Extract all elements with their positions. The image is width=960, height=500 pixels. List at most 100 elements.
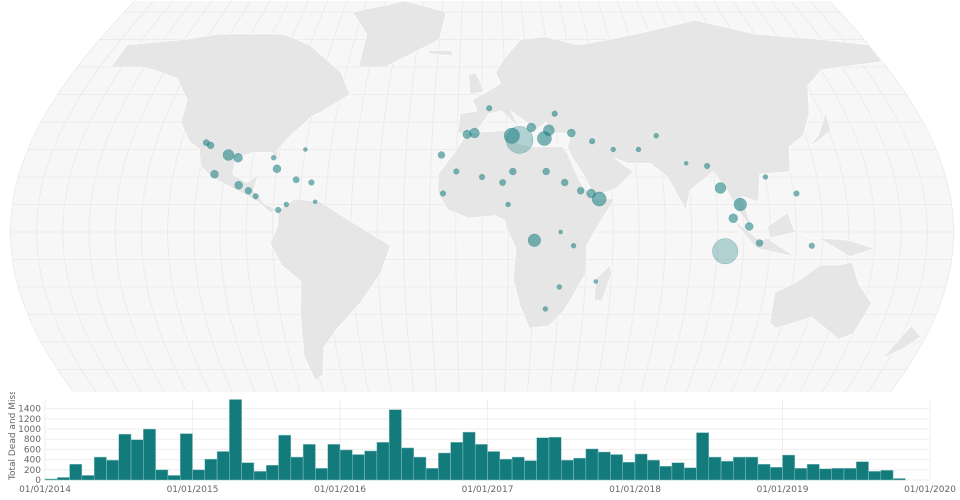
incident-bubble[interactable] — [453, 168, 460, 175]
month-bar[interactable] — [339, 449, 353, 481]
month-bar[interactable] — [548, 436, 562, 481]
month-bar[interactable] — [413, 456, 427, 481]
incident-bubble[interactable] — [222, 149, 235, 161]
incident-bubble[interactable] — [558, 229, 563, 235]
incident-bubble[interactable] — [703, 162, 711, 170]
month-bar[interactable] — [401, 447, 415, 481]
month-bar[interactable] — [143, 428, 156, 481]
month-bar[interactable] — [585, 448, 599, 481]
month-bar[interactable] — [192, 469, 206, 481]
incident-bubble[interactable] — [272, 164, 282, 174]
incident-bubble[interactable] — [542, 167, 550, 176]
incident-bubble[interactable] — [733, 197, 747, 212]
month-bar[interactable] — [106, 459, 120, 481]
month-bar[interactable] — [93, 456, 107, 481]
incident-bubble[interactable] — [303, 147, 308, 152]
month-bar[interactable] — [536, 437, 550, 481]
month-bar[interactable] — [130, 439, 144, 481]
month-bar[interactable] — [597, 451, 611, 481]
month-bar[interactable] — [782, 454, 796, 481]
incident-bubble[interactable] — [283, 201, 290, 208]
incident-bubble[interactable] — [593, 279, 598, 284]
incident-bubble[interactable] — [744, 222, 754, 231]
month-bar[interactable] — [179, 433, 193, 481]
incident-bubble[interactable] — [570, 243, 577, 249]
incident-bubble[interactable] — [233, 153, 243, 163]
month-bar[interactable] — [524, 460, 537, 481]
incident-bubble[interactable] — [653, 133, 659, 139]
month-bar[interactable] — [573, 457, 587, 481]
month-bar[interactable] — [69, 463, 83, 481]
month-bar[interactable] — [216, 451, 230, 481]
month-bar[interactable] — [462, 431, 476, 481]
month-bar[interactable] — [819, 468, 832, 481]
month-bar[interactable] — [856, 461, 869, 481]
month-bar[interactable] — [315, 468, 328, 481]
incident-bubble[interactable] — [755, 239, 764, 247]
incident-bubble[interactable] — [683, 160, 689, 166]
incident-bubble[interactable] — [586, 188, 596, 199]
incident-bubble[interactable] — [551, 110, 558, 117]
month-bar[interactable] — [806, 463, 820, 481]
month-bar[interactable] — [561, 459, 574, 481]
incident-bubble[interactable] — [714, 182, 727, 194]
month-bar[interactable] — [880, 470, 894, 481]
month-bar[interactable] — [376, 442, 390, 481]
month-bar[interactable] — [769, 467, 783, 481]
incident-bubble[interactable] — [437, 151, 446, 159]
incident-bubble[interactable] — [462, 129, 472, 139]
month-bar[interactable] — [327, 444, 341, 481]
incident-bubble[interactable] — [762, 174, 769, 180]
incident-bubble[interactable] — [793, 190, 800, 197]
month-bar[interactable] — [696, 432, 709, 481]
incident-bubble[interactable] — [567, 128, 576, 138]
month-bar[interactable] — [647, 459, 660, 481]
incident-bubble[interactable] — [202, 139, 210, 147]
month-bar[interactable] — [511, 456, 525, 481]
month-bar[interactable] — [622, 461, 636, 481]
incident-bubble[interactable] — [635, 146, 642, 153]
month-bar[interactable] — [278, 434, 292, 481]
month-bar[interactable] — [671, 462, 685, 481]
incident-bubble[interactable] — [527, 233, 541, 247]
month-bar[interactable] — [683, 467, 697, 481]
month-bar[interactable] — [831, 468, 845, 481]
month-bar[interactable] — [167, 475, 181, 481]
incident-bubble[interactable] — [808, 242, 815, 249]
incident-bubble[interactable] — [275, 206, 282, 214]
month-bar[interactable] — [892, 478, 906, 481]
incident-bubble[interactable] — [560, 178, 569, 187]
incident-bubble[interactable] — [292, 176, 300, 184]
incident-bubble[interactable] — [712, 238, 739, 265]
month-bar[interactable] — [868, 471, 882, 481]
month-bar[interactable] — [438, 452, 451, 481]
month-bar[interactable] — [241, 462, 255, 481]
month-bar[interactable] — [733, 456, 746, 481]
month-bar[interactable] — [266, 464, 279, 481]
month-bar[interactable] — [253, 471, 267, 481]
incident-bubble[interactable] — [542, 306, 549, 312]
month-bar[interactable] — [155, 469, 169, 481]
incident-bubble[interactable] — [270, 155, 277, 161]
month-bar[interactable] — [290, 456, 304, 481]
month-bar[interactable] — [610, 454, 623, 481]
incident-bubble[interactable] — [478, 173, 486, 181]
incident-bubble[interactable] — [526, 122, 537, 133]
month-bar[interactable] — [425, 468, 439, 481]
incident-bubble[interactable] — [312, 199, 318, 205]
month-bar[interactable] — [499, 458, 513, 481]
month-bar[interactable] — [487, 451, 501, 481]
incident-bubble[interactable] — [499, 179, 507, 186]
month-bar[interactable] — [720, 460, 734, 481]
incident-bubble[interactable] — [543, 124, 555, 137]
month-bar[interactable] — [388, 409, 402, 481]
month-bar[interactable] — [81, 475, 95, 481]
incident-bubble[interactable] — [505, 201, 511, 208]
month-bar[interactable] — [352, 454, 365, 481]
month-bar[interactable] — [118, 433, 132, 481]
month-bar[interactable] — [843, 468, 857, 481]
month-bar[interactable] — [57, 477, 70, 481]
month-bar[interactable] — [474, 444, 488, 481]
month-bar[interactable] — [364, 450, 378, 481]
incident-bubble[interactable] — [234, 180, 243, 190]
